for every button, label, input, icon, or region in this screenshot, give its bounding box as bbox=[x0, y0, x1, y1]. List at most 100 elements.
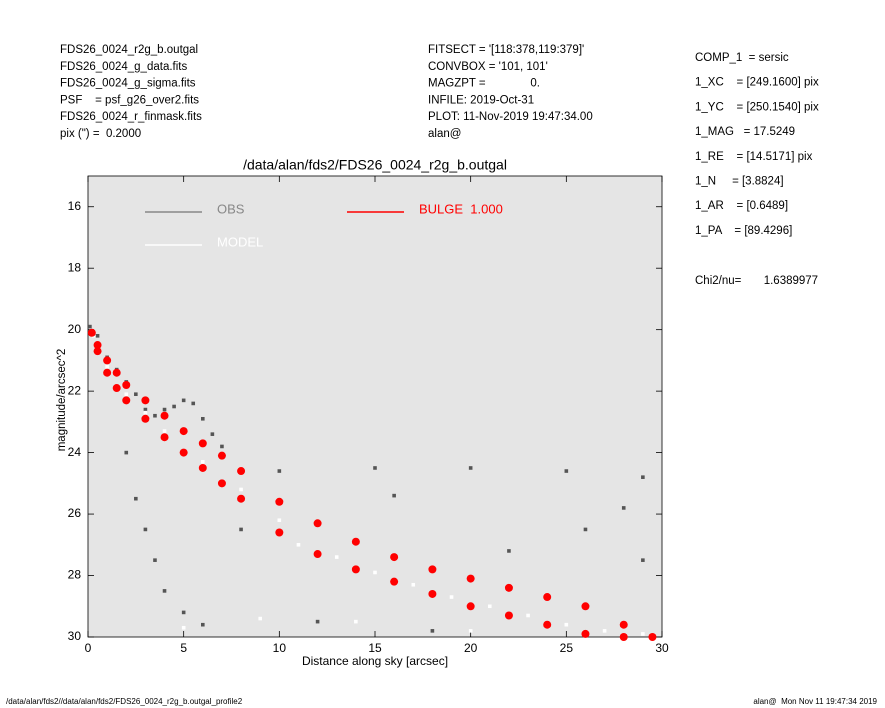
header-middle-line: MAGZPT = 0. bbox=[428, 78, 540, 90]
point bbox=[239, 527, 243, 532]
point bbox=[143, 407, 148, 412]
header-left-line: pix (") = 0.2000 bbox=[60, 128, 141, 140]
x-tick-label: 15 bbox=[368, 641, 382, 655]
header-right-line: 1_N = [3.8824] bbox=[695, 176, 784, 188]
point bbox=[93, 341, 102, 350]
point bbox=[449, 595, 454, 599]
header-right-line: COMP_1 = sersic bbox=[695, 52, 789, 64]
point bbox=[351, 565, 360, 574]
point bbox=[275, 528, 284, 537]
point bbox=[258, 616, 262, 621]
y-tick-label: 22 bbox=[68, 383, 82, 397]
chart-title: /data/alan/fds2/FDS26_0024_r2g_b.outgal bbox=[243, 157, 507, 173]
point bbox=[134, 496, 138, 501]
point bbox=[237, 494, 246, 503]
point bbox=[179, 448, 188, 457]
point bbox=[583, 527, 588, 532]
x-tick-label: 0 bbox=[85, 641, 92, 655]
y-tick-label: 18 bbox=[68, 260, 82, 274]
y-tick-label: 20 bbox=[68, 322, 82, 336]
point bbox=[602, 629, 607, 633]
point bbox=[93, 347, 102, 356]
point bbox=[122, 380, 131, 389]
header-left-line: FDS26_0024_g_data.fits bbox=[60, 61, 187, 73]
point bbox=[112, 384, 121, 393]
point bbox=[466, 574, 475, 583]
point bbox=[334, 555, 339, 559]
point bbox=[641, 632, 645, 636]
x-tick-label: 30 bbox=[655, 641, 669, 655]
point bbox=[564, 469, 569, 473]
point bbox=[181, 625, 186, 630]
header-right-line: 1_AR = [0.6489] bbox=[695, 200, 788, 212]
chi2: Chi2/nu= 1.6389977 bbox=[695, 275, 818, 287]
x-tick-label: 10 bbox=[273, 641, 287, 655]
point bbox=[160, 411, 169, 420]
point bbox=[277, 469, 282, 473]
point bbox=[543, 620, 552, 629]
y-tick-label: 16 bbox=[68, 199, 82, 213]
x-axis-label: Distance along sky [arcsec] bbox=[302, 654, 448, 668]
point bbox=[217, 479, 226, 488]
point bbox=[564, 622, 569, 627]
point bbox=[392, 493, 396, 498]
point bbox=[354, 619, 358, 624]
point bbox=[428, 589, 437, 598]
point bbox=[488, 604, 492, 609]
point bbox=[162, 589, 167, 593]
header-right-line: 1_YC = [250.1540] pix bbox=[695, 101, 819, 113]
point bbox=[507, 549, 511, 553]
x-tick-label: 20 bbox=[464, 641, 478, 655]
point bbox=[466, 602, 475, 611]
point bbox=[162, 407, 167, 412]
header-middle-line: CONVBOX = '101, 101' bbox=[428, 61, 548, 73]
point bbox=[641, 558, 645, 562]
point bbox=[351, 537, 360, 546]
point bbox=[313, 519, 322, 528]
point bbox=[217, 451, 226, 460]
point bbox=[526, 613, 530, 618]
point bbox=[122, 396, 131, 405]
point bbox=[543, 593, 552, 602]
point bbox=[313, 550, 322, 559]
point bbox=[172, 404, 176, 409]
legend-label: MODEL bbox=[217, 234, 263, 249]
header-middle-line: FITSECT = '[118:378,119:379]' bbox=[428, 44, 584, 56]
point bbox=[277, 518, 282, 523]
point bbox=[641, 475, 645, 479]
header-left-line: FDS26_0024_r2g_b.outgal bbox=[60, 44, 198, 56]
point bbox=[201, 416, 205, 421]
x-tick-label: 5 bbox=[180, 641, 187, 655]
point bbox=[296, 543, 301, 547]
footer-right: alan@ Mon Nov 11 19:47:34 2019 bbox=[753, 697, 877, 706]
point bbox=[373, 466, 377, 470]
point bbox=[504, 583, 513, 592]
point bbox=[179, 427, 188, 436]
point bbox=[430, 629, 435, 633]
point bbox=[162, 429, 167, 433]
point bbox=[390, 553, 399, 562]
point bbox=[198, 463, 207, 472]
y-tick-label: 26 bbox=[68, 506, 82, 520]
point bbox=[581, 629, 590, 638]
point bbox=[390, 577, 399, 586]
point bbox=[141, 414, 150, 423]
point bbox=[621, 506, 626, 510]
point bbox=[103, 368, 112, 377]
header-right-line: 1_XC = [249.1600] pix bbox=[695, 77, 819, 89]
plot-area bbox=[87, 175, 663, 638]
point bbox=[191, 401, 196, 406]
header-middle-line: INFILE: 2019-Oct-31 bbox=[428, 94, 534, 106]
point bbox=[141, 396, 150, 405]
point bbox=[619, 620, 628, 629]
header-right-line: 1_MAG = 17.5249 bbox=[695, 126, 795, 138]
y-tick-label: 24 bbox=[68, 445, 82, 459]
y-axis-label: magnitude/arcsec^2 bbox=[56, 349, 68, 452]
point bbox=[201, 622, 205, 627]
point bbox=[95, 334, 100, 338]
point bbox=[468, 629, 473, 633]
point bbox=[143, 527, 148, 532]
point bbox=[504, 611, 513, 620]
point bbox=[88, 324, 92, 329]
point bbox=[315, 619, 320, 624]
